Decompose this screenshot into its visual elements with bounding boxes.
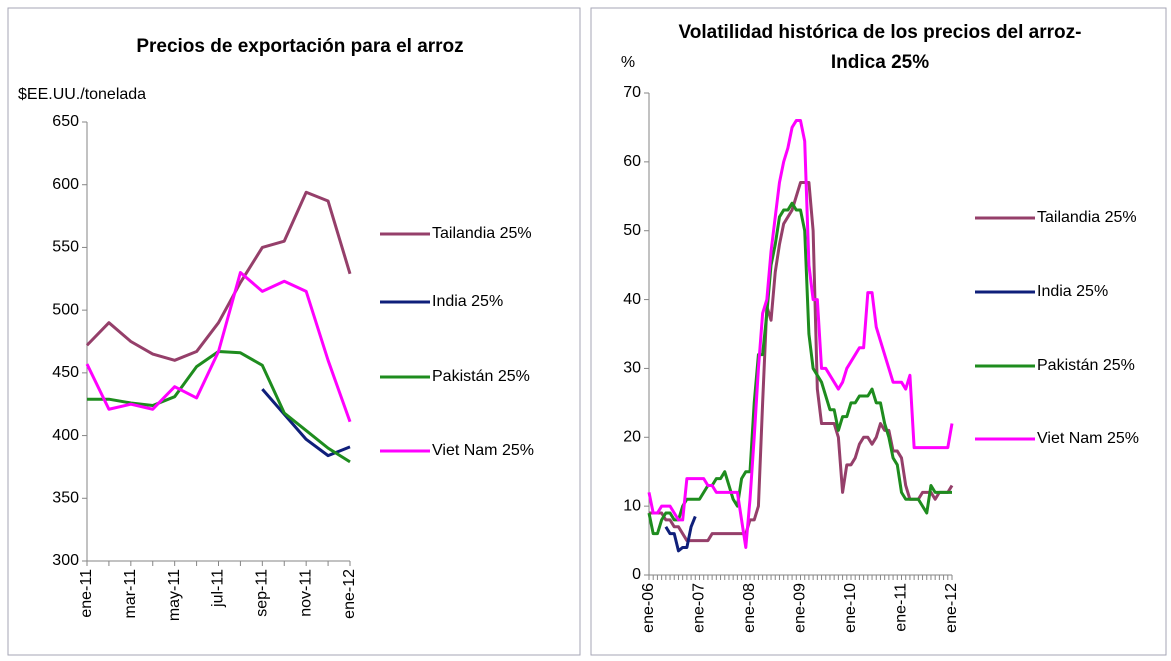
x-tick-label: ene-10 [842,583,859,633]
x-tick-label: ene-08 [741,583,758,633]
legend-label: India 25% [1037,283,1108,300]
legend-label: Tailandia 25% [1037,209,1137,226]
legend-label: Viet Nam 25% [1037,430,1139,447]
legend-label: Viet Nam 25% [432,442,534,459]
y-tick-label: 60 [623,153,641,170]
x-tick-label: ene-11 [78,569,95,618]
chart-title: Precios de exportación para el arroz [136,36,464,57]
legend-label: Pakistán 25% [432,368,530,385]
chart-title: Volatilidad histórica de los precios del… [678,22,1082,73]
legend-label: India 25% [432,293,503,310]
y-tick-label: 300 [52,552,79,569]
y-tick-label: 40 [623,291,641,308]
x-tick-label: nov-11 [297,569,314,617]
y-axis-label: $EE.UU./tonelada [18,86,146,103]
y-tick-label: 450 [52,364,79,381]
x-tick-label: ene-12 [341,569,358,619]
y-tick-label: 400 [52,427,79,444]
y-tick-label: 20 [623,429,641,446]
series-line [664,515,697,553]
y-tick-label: 10 [623,497,641,514]
legend-label: Pakistán 25% [1037,357,1135,374]
panel [7,7,581,656]
x-tick-label: ene-09 [792,583,809,633]
y-tick-label: 0 [632,566,641,583]
x-tick-label: sep-11 [254,569,271,617]
x-tick-label: jul-11 [210,569,227,608]
x-tick-label: may-11 [166,569,183,621]
series-line [647,201,952,536]
y-tick-label: 70 [623,84,641,101]
y-tick-label: 650 [52,113,79,130]
y-tick-label: 30 [623,360,641,377]
series-line [85,190,352,362]
y-tick-label: 600 [52,176,79,193]
y-axis-label: % [621,54,635,71]
y-tick-label: 350 [52,490,79,507]
x-tick-label: ene-11 [893,583,910,632]
series-line [85,271,352,423]
x-tick-label: ene-06 [640,583,657,633]
y-tick-label: 500 [52,301,79,318]
series-line [649,181,954,543]
legend-label: Tailandia 25% [432,225,532,242]
x-tick-label: mar-11 [122,569,139,619]
x-tick-label: ene-12 [943,583,960,633]
y-tick-label: 550 [52,239,79,256]
series-line [647,119,954,549]
y-tick-label: 50 [623,222,641,239]
x-tick-label: ene-07 [691,583,708,633]
